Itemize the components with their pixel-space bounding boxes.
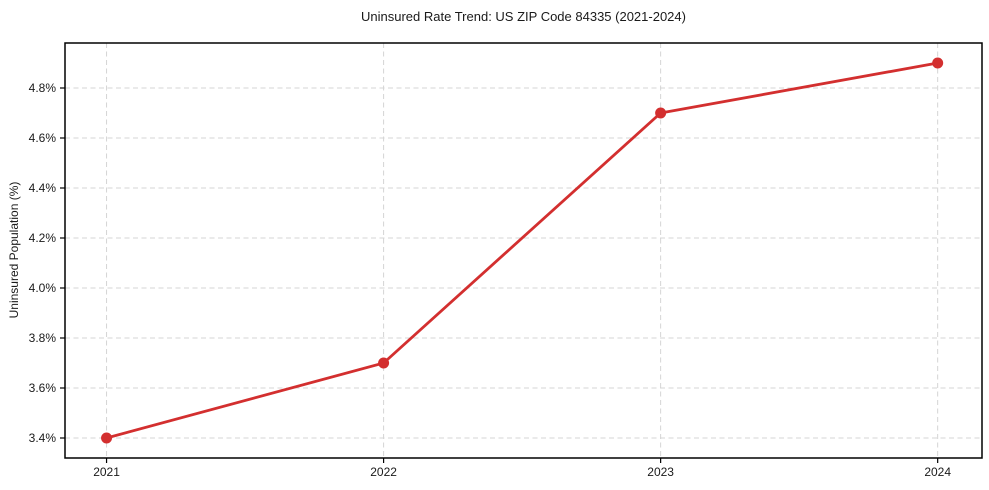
y-tick-label: 4.4% [29, 181, 57, 195]
x-tick-label: 2021 [93, 465, 120, 479]
data-point-2022 [378, 357, 390, 369]
y-tick-label: 4.0% [29, 281, 57, 295]
trend-line [105, 61, 940, 440]
chart-title: Uninsured Rate Trend: US ZIP Code 84335 … [361, 9, 686, 24]
data-point-2024 [932, 57, 944, 69]
y-tick-label: 4.8% [29, 81, 57, 95]
y-tick-label: 4.2% [29, 231, 57, 245]
data-point-2021 [101, 432, 113, 444]
y-tick-label: 4.6% [29, 131, 57, 145]
x-tick-label: 2024 [924, 465, 951, 479]
y-tick-label: 3.4% [29, 431, 57, 445]
x-tick-label: 2022 [370, 465, 397, 479]
y-tick-label: 3.6% [29, 381, 57, 395]
axes-frame [64, 42, 983, 459]
x-tick-label: 2023 [647, 465, 674, 479]
data-point-2023 [655, 107, 667, 119]
y-tick-label: 3.8% [29, 331, 57, 345]
